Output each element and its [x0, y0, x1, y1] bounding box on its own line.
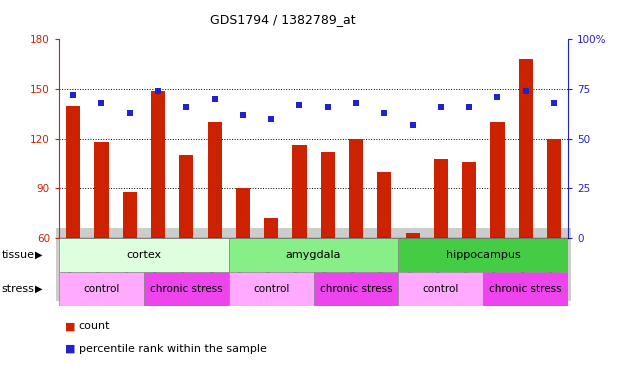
Bar: [519, 59, 533, 238]
Text: chronic stress: chronic stress: [320, 284, 392, 294]
Bar: [229, 272, 314, 306]
Point: [436, 104, 446, 110]
Point: [210, 96, 220, 102]
Bar: [236, 188, 250, 238]
Text: ▶: ▶: [35, 284, 43, 294]
Bar: [66, 106, 80, 238]
Bar: [314, 272, 399, 306]
Text: GDS1794 / 1382789_at: GDS1794 / 1382789_at: [210, 13, 355, 26]
Point: [549, 100, 559, 106]
Point: [521, 88, 531, 94]
Bar: [292, 146, 307, 238]
Text: control: control: [83, 284, 120, 294]
Bar: [59, 272, 144, 306]
Point: [153, 88, 163, 94]
Text: chronic stress: chronic stress: [489, 284, 562, 294]
Bar: [547, 139, 561, 238]
Point: [266, 116, 276, 122]
Point: [323, 104, 333, 110]
Text: percentile rank within the sample: percentile rank within the sample: [79, 344, 267, 354]
Point: [492, 94, 502, 100]
Text: control: control: [423, 284, 459, 294]
Bar: [399, 272, 483, 306]
Text: amygdala: amygdala: [286, 250, 342, 260]
Text: ■: ■: [65, 344, 76, 354]
Bar: [264, 218, 278, 238]
Point: [68, 92, 78, 98]
Bar: [179, 155, 193, 238]
Bar: [59, 238, 229, 272]
Point: [407, 122, 417, 128]
Bar: [207, 122, 222, 238]
Bar: [483, 272, 568, 306]
Bar: [229, 238, 399, 272]
Bar: [462, 162, 476, 238]
Bar: [406, 233, 420, 238]
Text: ▶: ▶: [35, 250, 43, 260]
Point: [96, 100, 106, 106]
Text: ■: ■: [65, 321, 76, 331]
Bar: [491, 122, 504, 238]
Bar: [399, 238, 568, 272]
Bar: [144, 272, 229, 306]
Point: [465, 104, 474, 110]
Text: stress: stress: [1, 284, 34, 294]
Text: hippocampus: hippocampus: [446, 250, 521, 260]
Point: [379, 110, 389, 116]
Text: chronic stress: chronic stress: [150, 284, 222, 294]
Text: cortex: cortex: [126, 250, 161, 260]
Bar: [320, 152, 335, 238]
Bar: [94, 142, 109, 238]
Bar: [349, 139, 363, 238]
Bar: [434, 159, 448, 238]
Bar: [151, 91, 165, 238]
Bar: [123, 192, 137, 238]
Point: [238, 112, 248, 118]
Point: [294, 102, 304, 108]
Point: [351, 100, 361, 106]
Bar: [378, 172, 391, 238]
Point: [125, 110, 135, 116]
Text: control: control: [253, 284, 289, 294]
Text: count: count: [79, 321, 111, 331]
Text: tissue: tissue: [1, 250, 34, 260]
Point: [181, 104, 191, 110]
